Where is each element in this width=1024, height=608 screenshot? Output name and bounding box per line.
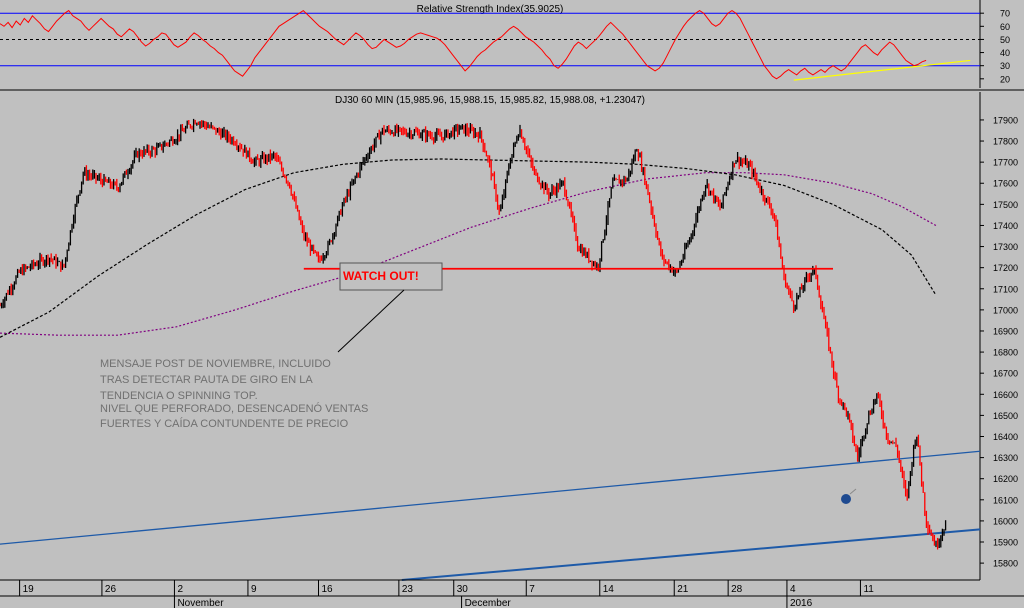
price-tick-label: 17700 <box>993 158 1018 168</box>
price-tick-label: 17900 <box>993 115 1018 125</box>
price-tick-label: 16200 <box>993 474 1018 484</box>
bomb-icon <box>841 494 851 504</box>
month-label: December <box>465 598 512 608</box>
rsi-tick-label: 60 <box>1000 22 1010 32</box>
annotation-box-text: WATCH OUT! <box>343 269 419 283</box>
price-tick-label: 16800 <box>993 348 1018 358</box>
annotation-box <box>339 262 443 291</box>
price-tick-label: 16700 <box>993 369 1018 379</box>
rsi-panel: Relative Strength Index(35.9025) 70 60 50 4… <box>0 0 1024 88</box>
rsi-title: Relative Strength Index(35.9025) <box>417 4 564 15</box>
x-tick-label: 14 <box>603 584 615 595</box>
candles <box>0 118 947 550</box>
price-title: DJ30 60 MIN (15,985.96, 15,988.15, 15,98… <box>335 95 645 106</box>
rsi-tick-label: 40 <box>1000 48 1010 58</box>
sma-long-line <box>0 172 937 336</box>
x-tick-label: 9 <box>251 584 257 595</box>
x-tick-label: 16 <box>322 584 334 595</box>
month-label: 2016 <box>790 598 813 608</box>
rsi-reference-lines <box>0 12 980 67</box>
price-tick-label: 17100 <box>993 284 1018 294</box>
price-tick-label: 17400 <box>993 221 1018 231</box>
x-tick-label: 19 <box>23 584 35 595</box>
x-tick-label: 4 <box>790 584 796 595</box>
rsi-line <box>0 9 927 80</box>
price-axis: 17900 17800 17700 17600 17500 17400 17300 17200… <box>980 115 1018 569</box>
price-tick-label: 17600 <box>993 179 1018 189</box>
channel-lower-line <box>401 528 981 581</box>
rsi-tick-label: 50 <box>1000 35 1010 45</box>
rsi-tick-label: 20 <box>1000 74 1010 84</box>
x-tick-label: 2 <box>177 584 183 595</box>
rsi-tick-label: 70 <box>1000 9 1010 19</box>
x-tick-label: 26 <box>105 584 117 595</box>
price-tick-label: 17300 <box>993 242 1018 252</box>
annotation-note: MENSAJE POST DE NOVIEMBRE, INCLUIDO TRAS… <box>100 358 368 430</box>
month-label: November <box>177 598 224 608</box>
price-tick-label: 16600 <box>993 390 1018 400</box>
note-line-2: TRAS DETECTAR PAUTA DE GIRO EN LA <box>100 374 313 386</box>
x-tick-label: 7 <box>529 584 535 595</box>
price-tick-label: 17800 <box>993 137 1018 147</box>
price-tick-label: 15800 <box>993 559 1018 569</box>
price-tick-label: 17200 <box>993 263 1018 273</box>
price-tick-label: 15900 <box>993 538 1018 548</box>
bomb-fuse-icon <box>849 488 857 495</box>
rsi-tick-label: 30 <box>1000 61 1010 71</box>
x-axis: 19 26 2 9 16 23 30 7 14 21 28 4 11 November December 20… <box>0 579 1024 608</box>
channel-upper-line <box>0 450 981 545</box>
annotation-pointer <box>337 289 405 353</box>
price-tick-label: 16100 <box>993 495 1018 505</box>
price-tick-label: 16500 <box>993 411 1018 421</box>
price-tick-label: 16900 <box>993 326 1018 336</box>
note-line-5: FUERTES Y CAÍDA CONTUNDENTE DE PRECIO <box>100 417 349 430</box>
note-line-4: NIVEL QUE PERFORADO, DESENCADENÓ VENTAS <box>100 402 368 415</box>
x-tick-label: 30 <box>457 584 469 595</box>
x-tick-label: 21 <box>677 584 689 595</box>
rsi-axis: 70 60 50 40 30 20 <box>980 9 1010 84</box>
price-tick-label: 16000 <box>993 516 1018 526</box>
price-tick-label: 17000 <box>993 305 1018 315</box>
price-tick-label: 17500 <box>993 200 1018 210</box>
note-line-1: MENSAJE POST DE NOVIEMBRE, INCLUIDO <box>100 358 331 370</box>
note-line-3: TENDENCIA O SPINNING TOP. <box>100 390 258 402</box>
x-tick-label: 23 <box>402 584 414 595</box>
x-tick-label: 28 <box>731 584 743 595</box>
rsi-trendline <box>793 59 971 81</box>
price-tick-label: 16300 <box>993 453 1018 463</box>
price-panel: DJ30 60 MIN (15,985.96, 15,988.15, 15,98… <box>0 92 1018 581</box>
x-tick-label: 11 <box>863 584 874 595</box>
price-tick-label: 16400 <box>993 432 1018 442</box>
